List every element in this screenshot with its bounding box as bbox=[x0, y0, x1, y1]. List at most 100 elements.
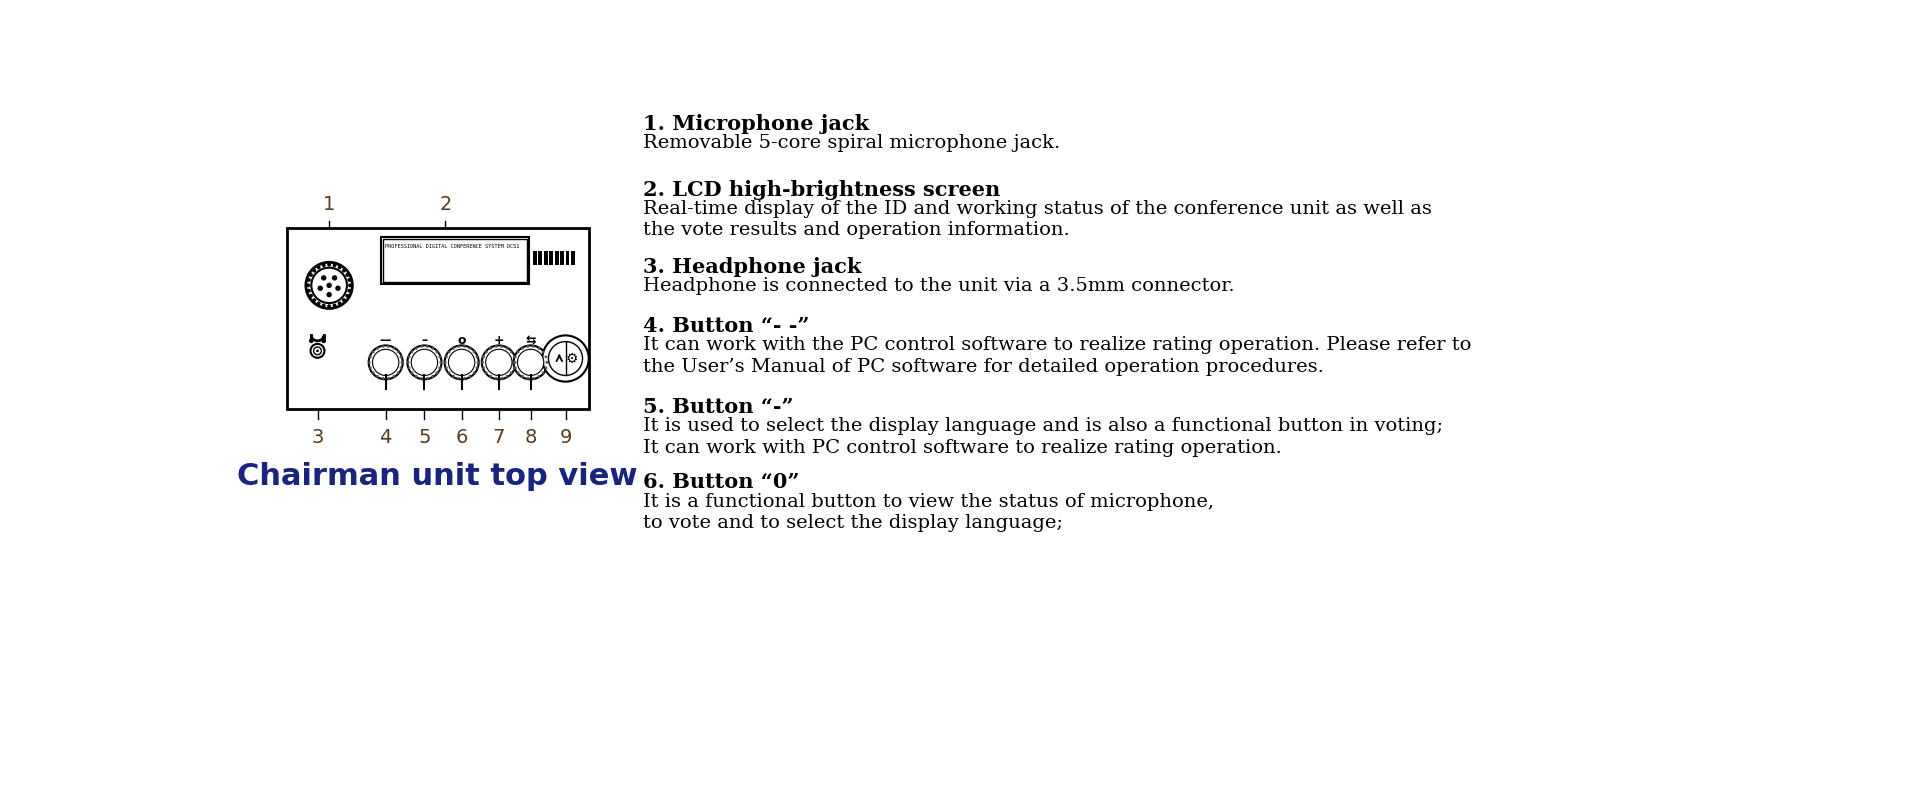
Circle shape bbox=[505, 375, 509, 378]
Text: 4: 4 bbox=[380, 428, 392, 447]
Circle shape bbox=[397, 372, 399, 374]
Circle shape bbox=[526, 377, 530, 380]
Text: o: o bbox=[457, 334, 467, 347]
Circle shape bbox=[307, 289, 311, 293]
Circle shape bbox=[545, 355, 547, 358]
Circle shape bbox=[305, 262, 353, 309]
Circle shape bbox=[468, 347, 470, 350]
Circle shape bbox=[326, 304, 330, 308]
Circle shape bbox=[388, 377, 390, 380]
Circle shape bbox=[392, 347, 396, 350]
Circle shape bbox=[348, 289, 351, 293]
Circle shape bbox=[436, 351, 438, 353]
Circle shape bbox=[426, 377, 428, 380]
Text: 9: 9 bbox=[559, 428, 572, 447]
Circle shape bbox=[313, 268, 317, 272]
Circle shape bbox=[511, 372, 513, 374]
Bar bbox=[380, 237, 530, 284]
Text: 6: 6 bbox=[455, 428, 468, 447]
Circle shape bbox=[457, 345, 461, 348]
Circle shape bbox=[338, 265, 342, 269]
Circle shape bbox=[311, 344, 324, 358]
Bar bbox=[538, 251, 541, 264]
Circle shape bbox=[518, 349, 543, 376]
Text: 4. Button “- -”: 4. Button “- -” bbox=[643, 316, 810, 336]
Text: 8: 8 bbox=[524, 428, 538, 447]
Circle shape bbox=[541, 335, 589, 381]
Circle shape bbox=[369, 346, 403, 380]
Bar bbox=[549, 251, 553, 264]
Text: ⇆: ⇆ bbox=[526, 334, 536, 347]
Circle shape bbox=[317, 350, 319, 352]
Circle shape bbox=[420, 377, 422, 380]
Circle shape bbox=[532, 377, 536, 380]
Bar bbox=[566, 251, 570, 264]
Bar bbox=[570, 251, 574, 264]
Text: 1: 1 bbox=[323, 195, 336, 214]
Circle shape bbox=[348, 284, 351, 287]
Circle shape bbox=[538, 375, 540, 378]
Bar bbox=[561, 251, 564, 264]
Circle shape bbox=[472, 372, 476, 374]
Circle shape bbox=[432, 347, 434, 350]
Circle shape bbox=[501, 345, 503, 348]
Circle shape bbox=[399, 367, 403, 369]
Circle shape bbox=[411, 372, 413, 374]
Circle shape bbox=[392, 375, 396, 378]
Circle shape bbox=[372, 349, 399, 376]
Circle shape bbox=[495, 377, 497, 380]
Circle shape bbox=[342, 268, 346, 272]
Circle shape bbox=[426, 345, 428, 348]
Circle shape bbox=[326, 283, 332, 288]
Circle shape bbox=[513, 361, 516, 364]
Circle shape bbox=[309, 273, 313, 277]
Text: 3. Headphone jack: 3. Headphone jack bbox=[643, 257, 862, 277]
Circle shape bbox=[451, 375, 455, 378]
Circle shape bbox=[545, 367, 547, 369]
Circle shape bbox=[463, 345, 467, 348]
Circle shape bbox=[516, 372, 520, 374]
Circle shape bbox=[472, 351, 476, 353]
Circle shape bbox=[369, 367, 372, 369]
Circle shape bbox=[438, 367, 442, 369]
Text: It can work with PC control software to realize rating operation.: It can work with PC control software to … bbox=[643, 438, 1283, 457]
Text: Chairman unit top view: Chairman unit top view bbox=[238, 463, 637, 492]
Circle shape bbox=[444, 361, 447, 364]
Circle shape bbox=[482, 355, 486, 358]
Circle shape bbox=[323, 304, 326, 307]
Circle shape bbox=[407, 346, 442, 380]
Text: 7: 7 bbox=[493, 428, 505, 447]
Text: It is a functional button to view the status of microphone,: It is a functional button to view the st… bbox=[643, 492, 1213, 510]
Circle shape bbox=[445, 355, 447, 358]
Text: Real-time display of the ID and working status of the conference unit as well as: Real-time display of the ID and working … bbox=[643, 200, 1432, 218]
Circle shape bbox=[447, 372, 451, 374]
Circle shape bbox=[513, 355, 516, 358]
Text: It is used to select the display language and is also a functional button in vot: It is used to select the display languag… bbox=[643, 417, 1444, 435]
Bar bbox=[384, 239, 526, 281]
Circle shape bbox=[388, 345, 390, 348]
Text: 2: 2 bbox=[440, 195, 451, 214]
Circle shape bbox=[476, 355, 478, 358]
Circle shape bbox=[476, 367, 478, 369]
Text: the vote results and operation information.: the vote results and operation informati… bbox=[643, 222, 1069, 239]
Circle shape bbox=[313, 298, 317, 302]
Text: ⚙: ⚙ bbox=[566, 351, 578, 365]
Circle shape bbox=[515, 367, 516, 369]
Circle shape bbox=[451, 347, 455, 350]
Circle shape bbox=[382, 377, 384, 380]
Circle shape bbox=[346, 273, 349, 277]
Circle shape bbox=[445, 367, 447, 369]
Text: 6. Button “0”: 6. Button “0” bbox=[643, 472, 799, 492]
Circle shape bbox=[482, 367, 486, 369]
Text: PROFESSIONAL DIGITAL CONFERENCE SYSTEM DCS1: PROFESSIONAL DIGITAL CONFERENCE SYSTEM D… bbox=[384, 243, 518, 249]
Text: to vote and to select the display language;: to vote and to select the display langua… bbox=[643, 514, 1064, 532]
Circle shape bbox=[420, 345, 422, 348]
Circle shape bbox=[376, 347, 378, 350]
Text: the User’s Manual of PC software for detailed operation procedures.: the User’s Manual of PC software for det… bbox=[643, 358, 1325, 376]
Bar bbox=[543, 251, 547, 264]
Circle shape bbox=[495, 345, 497, 348]
Circle shape bbox=[332, 264, 336, 268]
Text: It can work with the PC control software to realize rating operation. Please ref: It can work with the PC control software… bbox=[643, 336, 1471, 354]
Circle shape bbox=[436, 372, 438, 374]
Circle shape bbox=[346, 294, 349, 297]
